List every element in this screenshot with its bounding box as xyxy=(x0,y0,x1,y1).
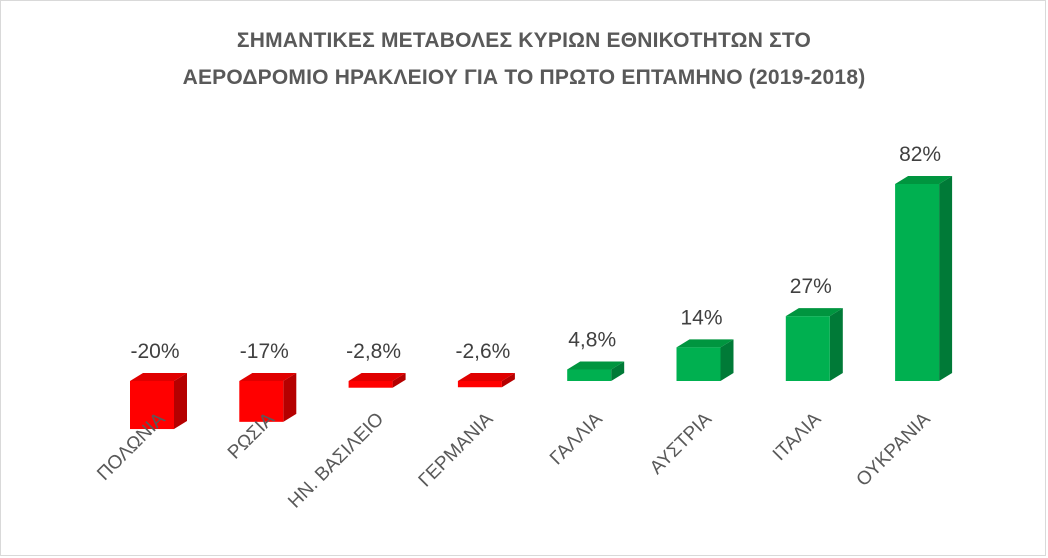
bar-front-face xyxy=(567,369,612,381)
bar-top-face xyxy=(676,339,734,348)
category-label-ην-βασιλειο: ΗΝ. ΒΑΣΙΛΕΙΟ xyxy=(284,409,388,513)
chart-title-line-2: ΑΕΡΟΔΡΟΜΙΟ ΗΡΑΚΛΕΙΟΥ ΓΙΑ ΤΟ ΠΡΩΤΟ ΕΠΤΑΜΗ… xyxy=(182,66,866,89)
bar-side-face xyxy=(720,339,734,381)
bar-top-face xyxy=(348,373,406,381)
data-labels-group: -20% -17% -2,8% -2,6% 4,8% 14% 27% 82% xyxy=(130,143,941,363)
bar-πολωνια xyxy=(130,373,187,430)
category-label-ουκρανια: ΟΥΚΡΑΝΙΑ xyxy=(853,408,935,490)
data-label-αυστρια: 14% xyxy=(680,306,722,329)
bar-front-face xyxy=(130,381,174,430)
bar-front-face xyxy=(676,347,721,381)
bar-ιταλια xyxy=(785,308,843,381)
bar-γερμανια xyxy=(457,373,515,388)
bar-top-face xyxy=(130,373,187,381)
bar-side-face xyxy=(829,308,843,381)
bar-ρωσια xyxy=(239,373,297,422)
chart-title-line-1: ΣΗΜΑΝΤΙΚΕΣ ΜΕΤΑΒΟΛΕΣ ΚΥΡΙΩΝ ΕΘΝΙΚΟΤΗΤΩΝ … xyxy=(236,29,812,52)
bar-front-face xyxy=(785,316,830,381)
bar-ουκρανια xyxy=(895,176,953,381)
category-labels-group: ΠΟΛΩΝΙΑ ΡΩΣΙΑ ΗΝ. ΒΑΣΙΛΕΙΟ ΓΕΡΜΑΝΙΑ ΓΑΛΛΙΑ ΑΥ… xyxy=(93,408,935,512)
data-label-πολωνια: -20% xyxy=(130,340,179,363)
data-label-ιταλια: 27% xyxy=(790,275,832,298)
bar-front-face xyxy=(895,184,940,381)
chart-title: ΣΗΜΑΝΤΙΚΕΣ ΜΕΤΑΒΟΛΕΣ ΚΥΡΙΩΝ ΕΘΝΙΚΟΤΗΤΩΝ … xyxy=(0,22,1048,96)
bar-top-face xyxy=(785,308,843,317)
bars-group xyxy=(130,176,953,430)
data-label-ουκρανια: 82% xyxy=(899,143,941,166)
data-label-γαλλια: 4,8% xyxy=(568,328,616,351)
category-label-γερμανια: ΓΕΡΜΑΝΙΑ xyxy=(415,408,498,491)
bar-γαλλια xyxy=(567,361,625,381)
category-label-γαλλια: ΓΑΛΛΙΑ xyxy=(546,408,607,469)
bar-side-face xyxy=(392,373,406,388)
data-label-ρωσια: -17% xyxy=(240,340,289,363)
bar-ην-βασιλειο xyxy=(348,373,406,388)
bar-αυστρια xyxy=(676,339,734,381)
bar-side-face xyxy=(174,373,187,430)
bar-top-face xyxy=(239,373,297,381)
bar-side-face xyxy=(501,373,515,388)
category-label-ιταλια: ΙΤΑΛΙΑ xyxy=(769,408,826,465)
bar-side-face xyxy=(283,373,297,422)
bar-side-face xyxy=(939,176,953,381)
bar-front-face xyxy=(457,381,502,388)
bar-front-face xyxy=(239,381,284,422)
bar-side-face xyxy=(611,361,625,381)
data-label-ην-βασιλειο: -2,8% xyxy=(346,340,401,363)
bar-top-face xyxy=(567,361,625,370)
data-label-γερμανια: -2,6% xyxy=(455,340,510,363)
category-label-αυστρια: ΑΥΣΤΡΙΑ xyxy=(646,408,716,478)
bar-top-face xyxy=(895,176,953,184)
bar-front-face xyxy=(348,381,393,388)
bar-top-face xyxy=(457,373,515,381)
